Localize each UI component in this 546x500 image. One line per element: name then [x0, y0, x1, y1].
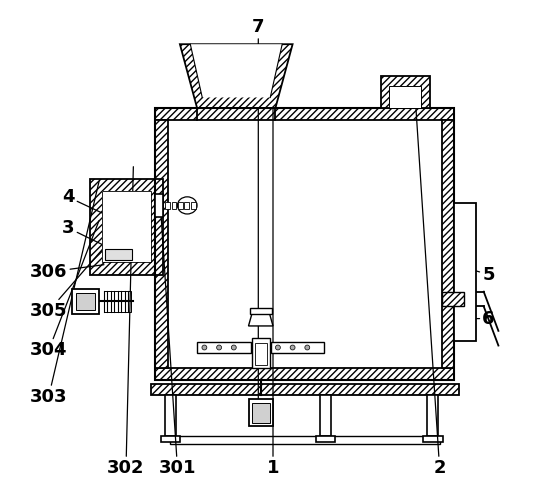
Circle shape	[290, 345, 295, 350]
Circle shape	[217, 345, 222, 350]
Bar	[454, 204, 476, 340]
Bar	[168, 120, 442, 368]
Text: 7: 7	[252, 18, 265, 400]
Bar	[103, 191, 151, 262]
Text: 303: 303	[30, 182, 99, 406]
Bar	[156, 194, 163, 217]
Bar	[252, 338, 270, 368]
Bar	[197, 342, 251, 353]
Text: 306: 306	[30, 263, 104, 281]
Bar	[170, 436, 440, 444]
Circle shape	[305, 345, 310, 350]
Bar	[156, 368, 454, 380]
Bar	[252, 403, 270, 423]
Bar	[321, 394, 331, 436]
Text: 3: 3	[62, 219, 123, 255]
Bar	[428, 394, 438, 436]
Bar	[389, 86, 421, 108]
Text: 5: 5	[454, 264, 495, 283]
Ellipse shape	[177, 197, 197, 214]
Bar	[156, 108, 454, 380]
Text: 304: 304	[30, 220, 99, 360]
Bar	[105, 249, 132, 260]
Bar	[248, 400, 273, 426]
Bar	[316, 436, 335, 442]
Bar	[165, 394, 176, 436]
Bar	[156, 108, 454, 120]
Bar	[104, 290, 132, 312]
Text: 305: 305	[30, 248, 104, 320]
Bar	[185, 202, 189, 209]
Bar	[423, 436, 443, 442]
Bar	[161, 436, 180, 442]
Bar	[103, 191, 151, 262]
Bar	[271, 342, 324, 353]
Bar	[381, 76, 430, 108]
Bar	[178, 202, 183, 209]
Text: 301: 301	[159, 204, 196, 477]
Bar	[171, 202, 176, 209]
Bar	[442, 292, 464, 306]
Text: 302: 302	[107, 166, 145, 477]
Text: 4: 4	[62, 188, 123, 223]
Circle shape	[232, 345, 236, 350]
Bar	[156, 120, 168, 368]
Bar	[76, 293, 95, 310]
Bar	[151, 384, 459, 394]
Circle shape	[275, 345, 280, 350]
Bar	[250, 308, 271, 314]
Polygon shape	[191, 44, 282, 98]
Bar	[389, 86, 421, 108]
Bar	[255, 343, 266, 365]
Polygon shape	[180, 44, 293, 108]
Bar	[442, 120, 454, 368]
Bar	[72, 289, 99, 314]
Text: 1: 1	[267, 88, 279, 477]
Polygon shape	[248, 314, 273, 326]
Bar	[191, 202, 195, 209]
Bar	[165, 202, 170, 209]
Circle shape	[202, 345, 207, 350]
Text: 2: 2	[415, 96, 446, 477]
Text: 6: 6	[459, 310, 495, 328]
Bar	[90, 179, 163, 274]
